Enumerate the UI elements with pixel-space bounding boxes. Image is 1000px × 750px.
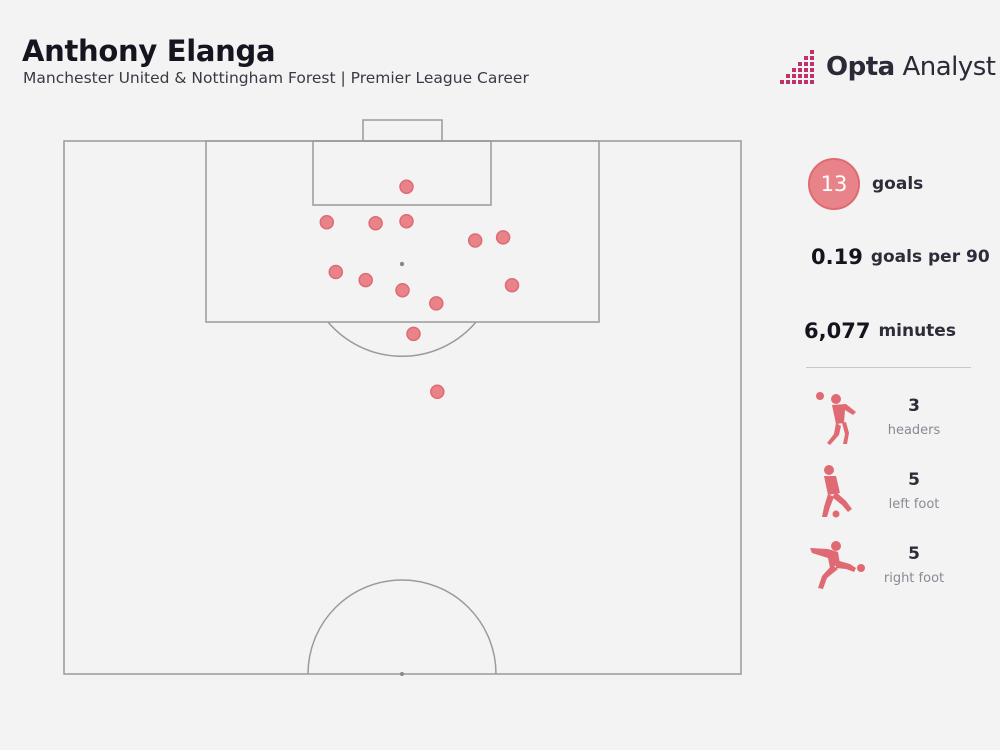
goal-point [395,282,410,298]
centre-spot [400,672,404,676]
goals-stat: 13 goals [808,158,923,210]
left-foot-count: 5 [908,470,920,490]
goal-point [504,277,520,293]
goal-point [399,179,414,194]
goals-per-90-value: 0.19 [811,245,863,269]
headers-count: 3 [908,396,920,416]
centre-circle [307,579,497,675]
headers-label: headers [887,423,941,438]
goals-count-badge: 13 [808,158,860,210]
logo-text: Opta Analyst [826,52,996,82]
header-icon [816,392,856,445]
penalty-arc [327,321,477,357]
opta-logo-icon [780,50,814,84]
goal-point [430,384,445,400]
left-foot-icon [822,465,852,518]
six-yard-box [312,140,492,206]
goal-point [399,213,414,229]
minutes-value: 6,077 [804,319,871,343]
chart-title: Anthony Elanga [22,34,276,68]
right-foot-count: 5 [908,544,920,564]
minutes-label: minutes [878,321,956,341]
chart-subtitle: Manchester United & Nottingham Forest | … [23,69,529,87]
goal-point [358,272,373,288]
right-foot-icon [810,541,865,589]
left-foot-label: left foot [888,497,940,512]
goal-point [429,296,444,311]
goal-point [328,264,344,280]
goal-point [495,230,511,245]
stats-divider [806,367,971,368]
goals-per-90-stat: 0.19 goals per 90 [811,245,990,269]
goal-point [467,233,483,248]
right-foot-label: right foot [883,571,945,586]
minutes-stat: 6,077 minutes [804,319,956,343]
goal-point [319,214,335,230]
goal-point [406,326,421,342]
penalty-spot [399,261,405,267]
goals-label: goals [872,174,924,194]
goal [362,119,443,142]
goal-point [368,215,383,231]
goals-per-90-label: goals per 90 [870,247,990,267]
opta-analyst-logo: Opta Analyst [780,50,996,84]
